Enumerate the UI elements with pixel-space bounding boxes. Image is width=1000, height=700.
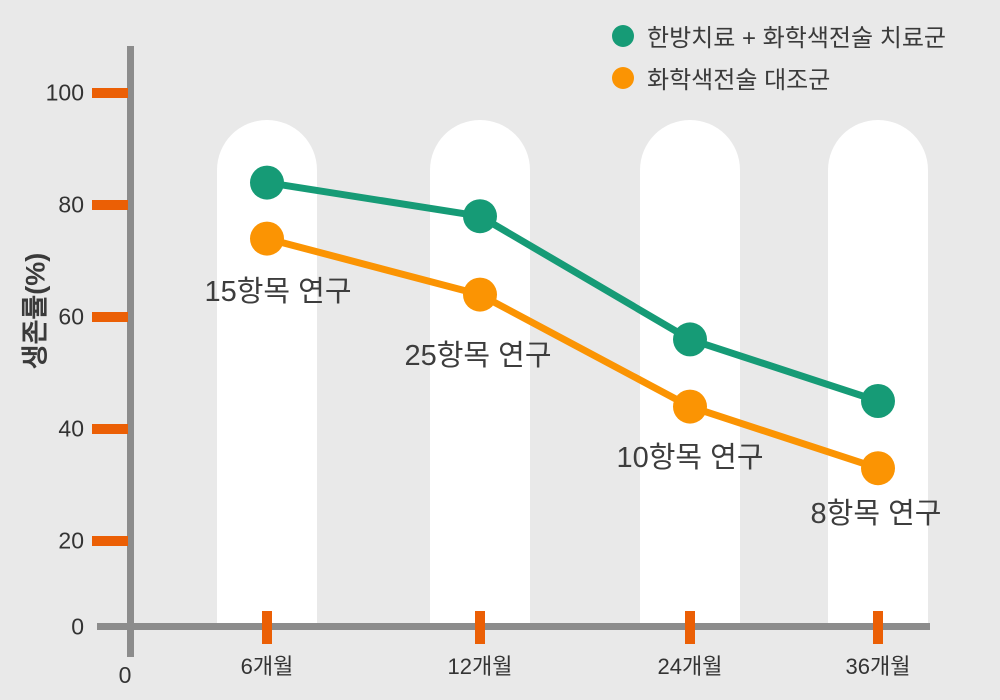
x-tick-label: 6개월: [240, 654, 294, 679]
study-annotation: 15항목 연구: [204, 276, 352, 308]
legend-marker-treatment-icon: [612, 24, 634, 47]
y-tick-label: 60: [58, 303, 84, 330]
study-annotation: 8항목 연구: [810, 498, 942, 530]
data-point: [250, 221, 284, 256]
legend-label-treatment: 한방치료 + 화학색전술 치료군: [647, 25, 946, 52]
data-point: [673, 389, 707, 424]
legend: 한방치료 + 화학색전술 치료군 화학색전술 대조군: [612, 18, 946, 95]
legend-item-treatment-group: 한방치료 + 화학색전술 치료군: [612, 18, 946, 53]
data-point: [463, 277, 497, 312]
y-axis-zero-label: 0: [71, 613, 84, 640]
legend-item-control-group: 화학색전술 대조군: [612, 60, 946, 95]
x-tick-mark: [262, 611, 272, 644]
y-tick-label: 20: [58, 527, 84, 554]
legend-label-control: 화학색전술 대조군: [647, 67, 831, 94]
x-tick-label: 12개월: [447, 654, 513, 679]
background-band: [217, 120, 317, 623]
data-point: [250, 165, 284, 200]
x-tick-label: 36개월: [845, 654, 911, 679]
x-axis-origin-label: 0: [118, 662, 132, 688]
y-tick-mark: [92, 312, 128, 322]
data-point: [861, 451, 895, 486]
y-tick-mark: [92, 200, 128, 210]
study-annotation: 10항목 연구: [616, 442, 764, 474]
series-line: [266, 179, 880, 405]
x-tick-label: 24개월: [657, 654, 723, 679]
y-tick-label: 80: [58, 191, 84, 218]
data-point: [463, 199, 497, 234]
x-tick-mark: [685, 611, 695, 644]
background-band: [640, 120, 740, 623]
x-axis-line: [97, 623, 930, 630]
y-tick-mark: [92, 424, 128, 434]
background-band: [828, 120, 928, 623]
x-tick-mark: [873, 611, 883, 644]
x-tick-mark: [475, 611, 485, 644]
y-axis-line: [127, 46, 134, 657]
y-tick-label: 40: [58, 415, 84, 442]
study-annotation: 25항목 연구: [404, 340, 552, 372]
y-tick-mark: [92, 536, 128, 546]
y-tick-label: 100: [45, 79, 84, 106]
data-point: [861, 384, 895, 418]
series-line: [266, 235, 880, 472]
y-tick-mark: [92, 88, 128, 98]
data-point: [673, 322, 707, 357]
legend-marker-control-icon: [612, 66, 634, 89]
